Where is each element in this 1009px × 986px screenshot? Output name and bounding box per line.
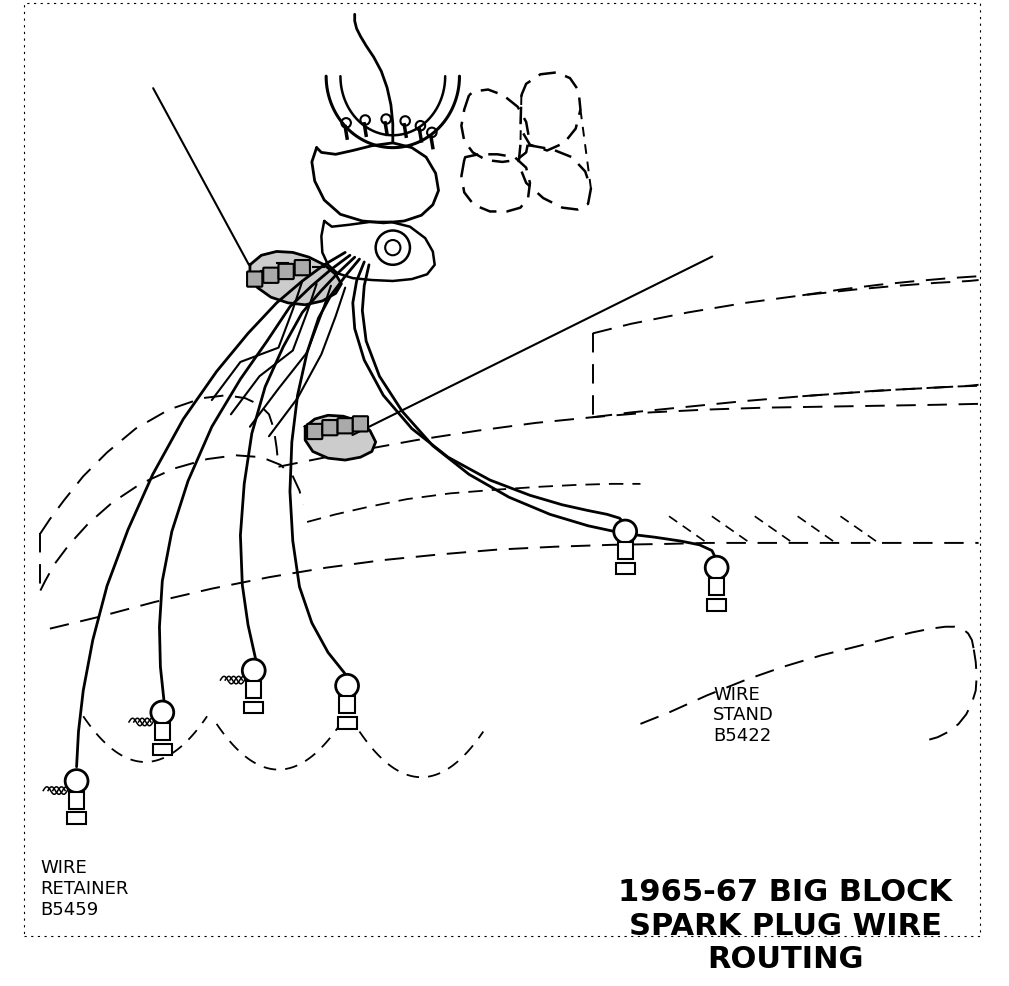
FancyBboxPatch shape [338, 717, 356, 729]
FancyBboxPatch shape [353, 416, 368, 432]
Circle shape [613, 520, 637, 543]
FancyBboxPatch shape [69, 792, 84, 809]
Circle shape [427, 127, 437, 137]
FancyBboxPatch shape [152, 743, 172, 755]
Polygon shape [250, 251, 341, 305]
FancyBboxPatch shape [278, 264, 294, 279]
Polygon shape [305, 415, 375, 460]
FancyBboxPatch shape [338, 418, 353, 434]
FancyBboxPatch shape [339, 696, 355, 714]
Circle shape [341, 118, 351, 127]
Text: WIRE
STAND
B5422: WIRE STAND B5422 [713, 685, 774, 745]
FancyBboxPatch shape [263, 267, 278, 283]
Circle shape [336, 674, 358, 697]
Circle shape [151, 701, 174, 724]
Text: 1965-67 BIG BLOCK
SPARK PLUG WIRE
ROUTING: 1965-67 BIG BLOCK SPARK PLUG WIRE ROUTIN… [619, 879, 952, 974]
Circle shape [381, 114, 390, 124]
Circle shape [360, 115, 370, 125]
FancyBboxPatch shape [154, 723, 170, 740]
FancyBboxPatch shape [295, 260, 310, 275]
FancyBboxPatch shape [67, 812, 86, 824]
FancyBboxPatch shape [707, 599, 726, 610]
FancyBboxPatch shape [247, 271, 262, 287]
FancyBboxPatch shape [244, 702, 263, 714]
Circle shape [375, 231, 410, 265]
FancyBboxPatch shape [615, 563, 635, 575]
Circle shape [66, 770, 88, 793]
FancyBboxPatch shape [322, 420, 338, 435]
Circle shape [385, 240, 401, 255]
Circle shape [242, 659, 265, 682]
Text: WIRE
RETAINER
B5459: WIRE RETAINER B5459 [40, 860, 129, 919]
FancyBboxPatch shape [246, 681, 261, 698]
Circle shape [401, 116, 410, 126]
FancyBboxPatch shape [709, 578, 724, 596]
Circle shape [705, 556, 728, 579]
FancyBboxPatch shape [307, 424, 322, 439]
Circle shape [416, 121, 425, 130]
FancyBboxPatch shape [618, 542, 633, 559]
